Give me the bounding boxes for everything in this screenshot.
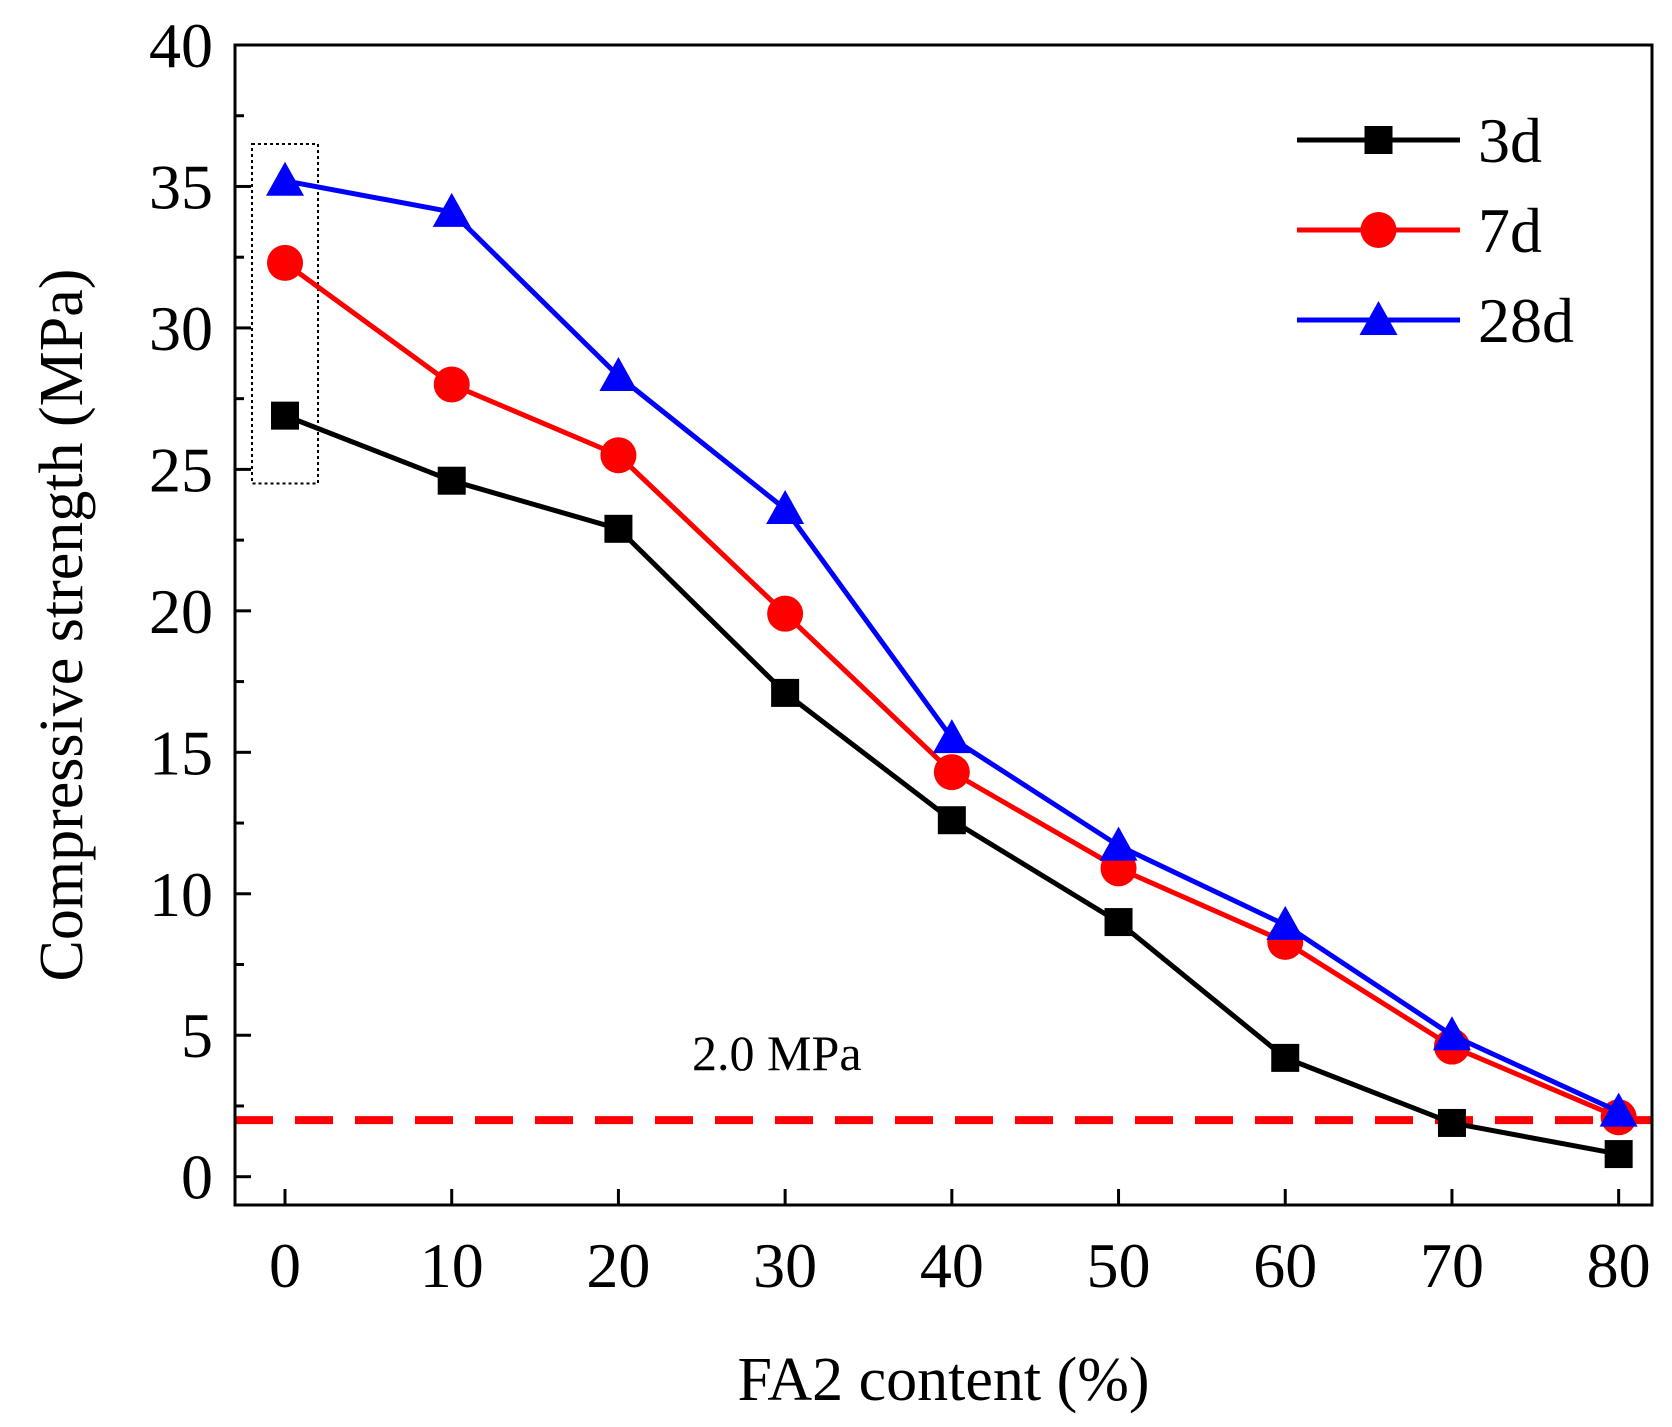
y-tick-label: 35 (149, 151, 213, 222)
data-point-3d (771, 678, 800, 707)
x-tick-label: 10 (420, 1230, 484, 1301)
data-point-7d (933, 754, 970, 791)
data-point-28d (1266, 905, 1305, 940)
y-axis-label: Compressive strength (MPa) (28, 269, 96, 982)
y-tick-label: 25 (149, 434, 213, 505)
data-point-7d (600, 437, 637, 474)
legend-marker (1364, 126, 1393, 154)
data-point-7d (267, 244, 304, 281)
series-layer (266, 161, 1638, 1169)
data-point-28d (1099, 826, 1138, 861)
threshold-annotation: 2.0 MPa (692, 1025, 861, 1081)
legend-item-28d: 28d (1297, 285, 1574, 356)
axes-layer: 0 10 20 30 40 50 60 70 80 0 5 10 15 20 25 30 35 40 (149, 10, 1651, 1301)
data-point-3d (1104, 908, 1133, 937)
data-point-3d (1604, 1140, 1633, 1169)
data-point-7d (767, 595, 804, 632)
data-point-3d (1271, 1043, 1300, 1072)
y-tick-label: 30 (149, 293, 213, 364)
x-tick-label: 40 (920, 1230, 984, 1301)
x-tick-label: 70 (1420, 1230, 1484, 1301)
y-tick-label: 10 (149, 859, 213, 930)
highlight-layer (251, 143, 320, 485)
data-point-28d (932, 719, 971, 754)
data-point-28d (1432, 1016, 1471, 1051)
legend-item-7d: 7d (1297, 195, 1542, 266)
x-tick-label: 80 (1587, 1230, 1651, 1301)
y-tick-label: 5 (181, 1000, 213, 1071)
legend: 3d 7d 28d (1297, 105, 1574, 356)
x-tick-label: 60 (1253, 1230, 1317, 1301)
data-point-3d (937, 806, 966, 835)
y-tick-label: 40 (149, 10, 213, 81)
data-point-7d (433, 366, 470, 403)
series-7d (267, 244, 1637, 1136)
data-point-3d (1437, 1108, 1466, 1137)
highlight-box (251, 143, 320, 485)
legend-marker (1359, 301, 1398, 335)
data-point-28d (1599, 1092, 1638, 1127)
data-point-28d (432, 192, 471, 227)
legend-label: 3d (1478, 105, 1542, 176)
legend-label: 28d (1478, 285, 1574, 356)
y-tick-label: 20 (149, 576, 213, 647)
y-tick-label: 0 (181, 1142, 213, 1213)
data-point-3d (271, 401, 300, 430)
series-28d (266, 161, 1638, 1127)
data-point-28d (266, 161, 305, 196)
y-tick-label: 15 (149, 717, 213, 788)
data-point-28d (599, 357, 638, 392)
legend-marker (1360, 212, 1397, 248)
x-axis-label: FA2 content (%) (737, 1346, 1149, 1414)
x-tick-label: 30 (753, 1230, 817, 1301)
series-line-7d (283, 260, 1620, 1120)
series-3d (271, 401, 1633, 1169)
data-point-28d (766, 490, 805, 524)
x-tick-label: 50 (1087, 1230, 1151, 1301)
legend-label: 7d (1478, 195, 1542, 266)
x-tick-label: 0 (269, 1230, 301, 1301)
plot-frame (233, 43, 1654, 1207)
data-point-3d (437, 466, 466, 495)
legend-item-3d: 3d (1297, 105, 1542, 176)
data-point-3d (604, 514, 633, 543)
x-tick-label: 20 (586, 1230, 650, 1301)
